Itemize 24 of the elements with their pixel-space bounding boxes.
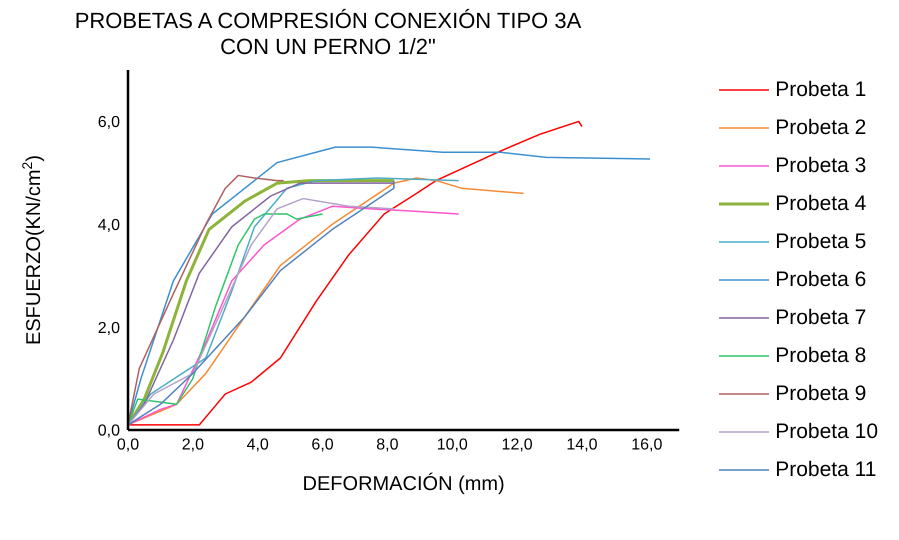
x-axis-title: DEFORMACIÓN (mm) (302, 472, 505, 495)
legend-label: Probeta 3 (775, 153, 866, 179)
x-tick-label: 8,0 (376, 436, 399, 454)
legend-label: Probeta 8 (775, 343, 866, 369)
legend-label: Probeta 1 (775, 77, 866, 103)
chart-title: PROBETAS A COMPRESIÓN CONEXIÓN TIPO 3A CON UN PERNO 1/2" (74, 8, 582, 60)
x-tick-label: 14,0 (566, 436, 598, 454)
x-tick-label: 12,0 (502, 436, 533, 454)
legend-label: Probeta 5 (775, 229, 866, 255)
x-tick-label: 10,0 (436, 436, 468, 454)
legend-label: Probeta 10 (775, 419, 878, 445)
legend-label: Probeta 4 (775, 191, 866, 217)
x-tick-label: 6,0 (311, 436, 334, 454)
legend-label: Probeta 11 (775, 457, 876, 483)
y-tick-label: 6,0 (98, 114, 120, 132)
x-tick-label: 2,0 (182, 436, 204, 454)
x-tick-label: 16,0 (631, 436, 662, 454)
y-tick-label: 4,0 (98, 216, 120, 234)
legend-label: Probeta 2 (775, 115, 866, 141)
legend-label: Probeta 6 (775, 267, 866, 293)
y-tick-label: 2,0 (98, 320, 120, 337)
legend-label: Probeta 7 (775, 305, 866, 331)
x-tick-label: 4,0 (246, 436, 269, 454)
legend-label: Probeta 9 (775, 381, 866, 407)
